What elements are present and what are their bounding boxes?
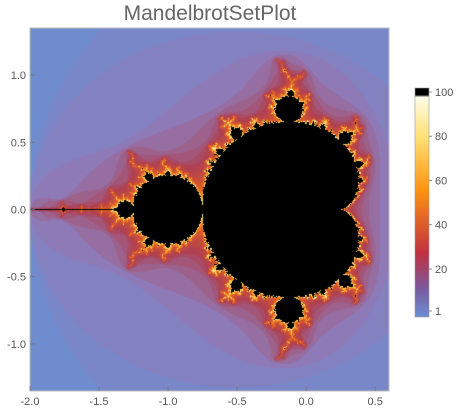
y-tick-label: -0.5 — [7, 272, 26, 284]
x-tick-label: -1.5 — [90, 396, 109, 408]
colorbar-ticks: 100 80 60 40 20 1 — [429, 87, 453, 318]
colorbar-tick-label: 20 — [435, 264, 447, 276]
x-tick-label: 0.5 — [368, 396, 383, 408]
colorbar-tick-label: 60 — [435, 175, 447, 187]
x-tick-label: -2.0 — [21, 396, 40, 408]
colorbar-tick-label: 40 — [435, 220, 447, 232]
colorbar-tick-label: 1 — [435, 306, 441, 318]
x-tick-label: -0.5 — [228, 396, 247, 408]
mandelbrot-image — [30, 28, 389, 391]
y-tick-label: -1.0 — [7, 339, 26, 351]
colorbar-tick-label: 100 — [435, 87, 453, 99]
y-tick-label: 0.0 — [11, 205, 26, 217]
y-axis: 1.0 0.5 0.0 -0.5 -1.0 — [7, 70, 35, 351]
y-tick-label: 0.5 — [11, 137, 26, 149]
colorbar-tick-label: 80 — [435, 131, 447, 143]
x-tick-label: 0.0 — [299, 396, 314, 408]
plot-title: MandelbrotSetPlot — [123, 2, 297, 25]
y-tick-label: 1.0 — [11, 70, 26, 82]
colorbar: 100 80 60 40 20 1 — [414, 87, 453, 318]
x-axis: -2.0 -1.5 -1.0 -0.5 0.0 0.5 — [21, 386, 383, 408]
colorbar-gradient — [414, 87, 430, 318]
x-tick-label: -1.0 — [159, 396, 178, 408]
plot-area — [29, 27, 390, 392]
